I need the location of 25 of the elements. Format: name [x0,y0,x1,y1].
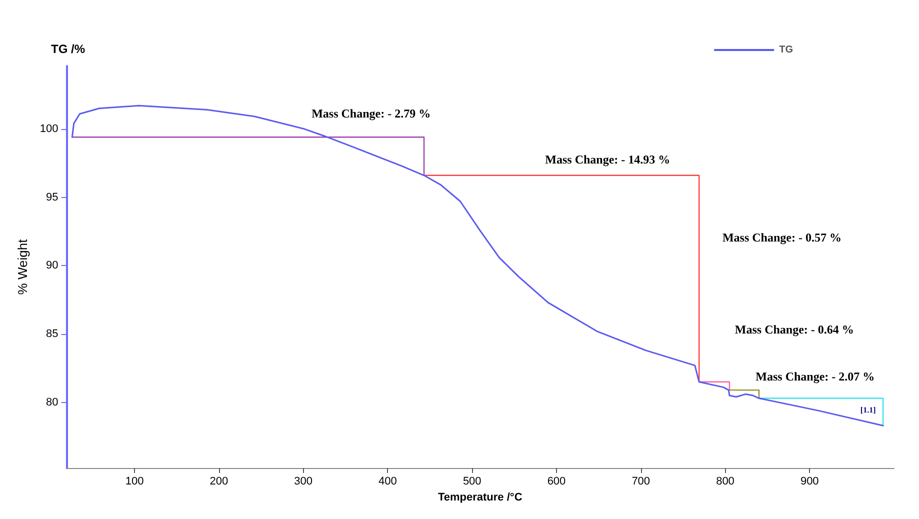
line-series [71,104,884,426]
x-tick-label: 700 [632,476,650,488]
x-axis-title: Temperature /°C [438,491,522,504]
x-tick-label: 900 [800,476,819,488]
x-tick-label: 300 [294,476,313,488]
y-tick-label: 95 [46,191,58,204]
text: TG [779,44,794,56]
y-axis-title: % Weight [15,238,30,295]
x-tick-label: 100 [125,476,144,488]
chart-title: TG /% [51,42,86,56]
annotation: Mass Change: - 14.93 % [545,152,670,166]
y-tick-label: 80 [46,396,58,408]
annotation: Mass Change: - 2.79 % [312,106,431,120]
annotation: Mass Change: - 0.57 % [722,230,842,245]
annotation: [1.1] [860,406,876,415]
y-tick-label: 90 [46,260,58,272]
annotation: Mass Change: - 0.64 % [734,322,854,337]
y-tick-label: 85 [46,328,58,340]
annotation: Mass Change: - 2.07 % [756,369,875,384]
x-tick-label: 800 [716,476,734,488]
x-tick-label: 200 [210,476,228,488]
x-tick-label: 500 [462,476,482,488]
y-tick-label: 100 [40,122,58,135]
x-tick-label: 400 [378,476,397,488]
x-tick-label: 600 [547,476,566,488]
